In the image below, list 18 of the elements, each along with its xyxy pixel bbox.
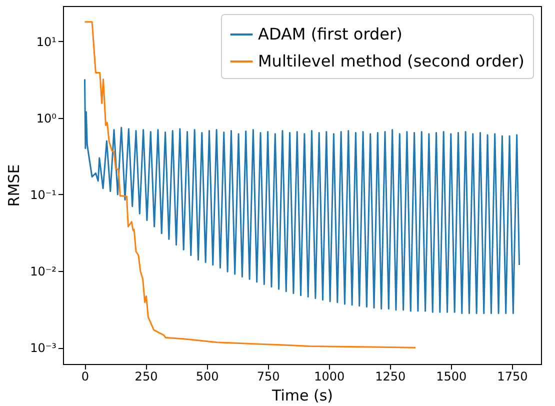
y-tick-label: 10⁰ bbox=[36, 111, 57, 126]
y-tick-label: 10⁻² bbox=[30, 264, 57, 279]
x-tick-label: 0 bbox=[81, 370, 90, 384]
x-tick-label: 250 bbox=[134, 370, 158, 384]
x-tick-label: 1500 bbox=[436, 370, 467, 384]
y-axis-title: RMSE bbox=[5, 164, 24, 207]
y-tick-label: 10⁻¹ bbox=[30, 188, 57, 202]
x-tick-label: 750 bbox=[256, 370, 280, 384]
y-tick-label: 10⁻³ bbox=[30, 341, 57, 356]
x-axis-title: Time (s) bbox=[271, 386, 333, 404]
legend-label: ADAM (first order) bbox=[258, 24, 402, 44]
x-tick-label: 1250 bbox=[375, 370, 406, 384]
y-tick-label: 10¹ bbox=[36, 34, 57, 49]
line-series bbox=[84, 78, 520, 314]
legend-label: Multilevel method (second order) bbox=[258, 52, 524, 70]
x-tick-label: 1750 bbox=[497, 370, 528, 384]
x-tick-label: 500 bbox=[196, 370, 219, 384]
x-tick-label: 1000 bbox=[314, 370, 345, 384]
